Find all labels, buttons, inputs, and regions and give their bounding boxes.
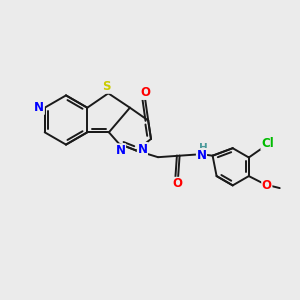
Text: N: N (196, 148, 206, 162)
Text: O: O (262, 179, 272, 192)
Text: S: S (103, 80, 111, 93)
Text: N: N (34, 101, 44, 114)
Text: H: H (199, 142, 208, 153)
Text: Cl: Cl (261, 137, 274, 150)
Text: O: O (173, 177, 183, 190)
Text: O: O (140, 86, 150, 99)
Text: N: N (137, 142, 147, 156)
Text: N: N (116, 144, 125, 157)
